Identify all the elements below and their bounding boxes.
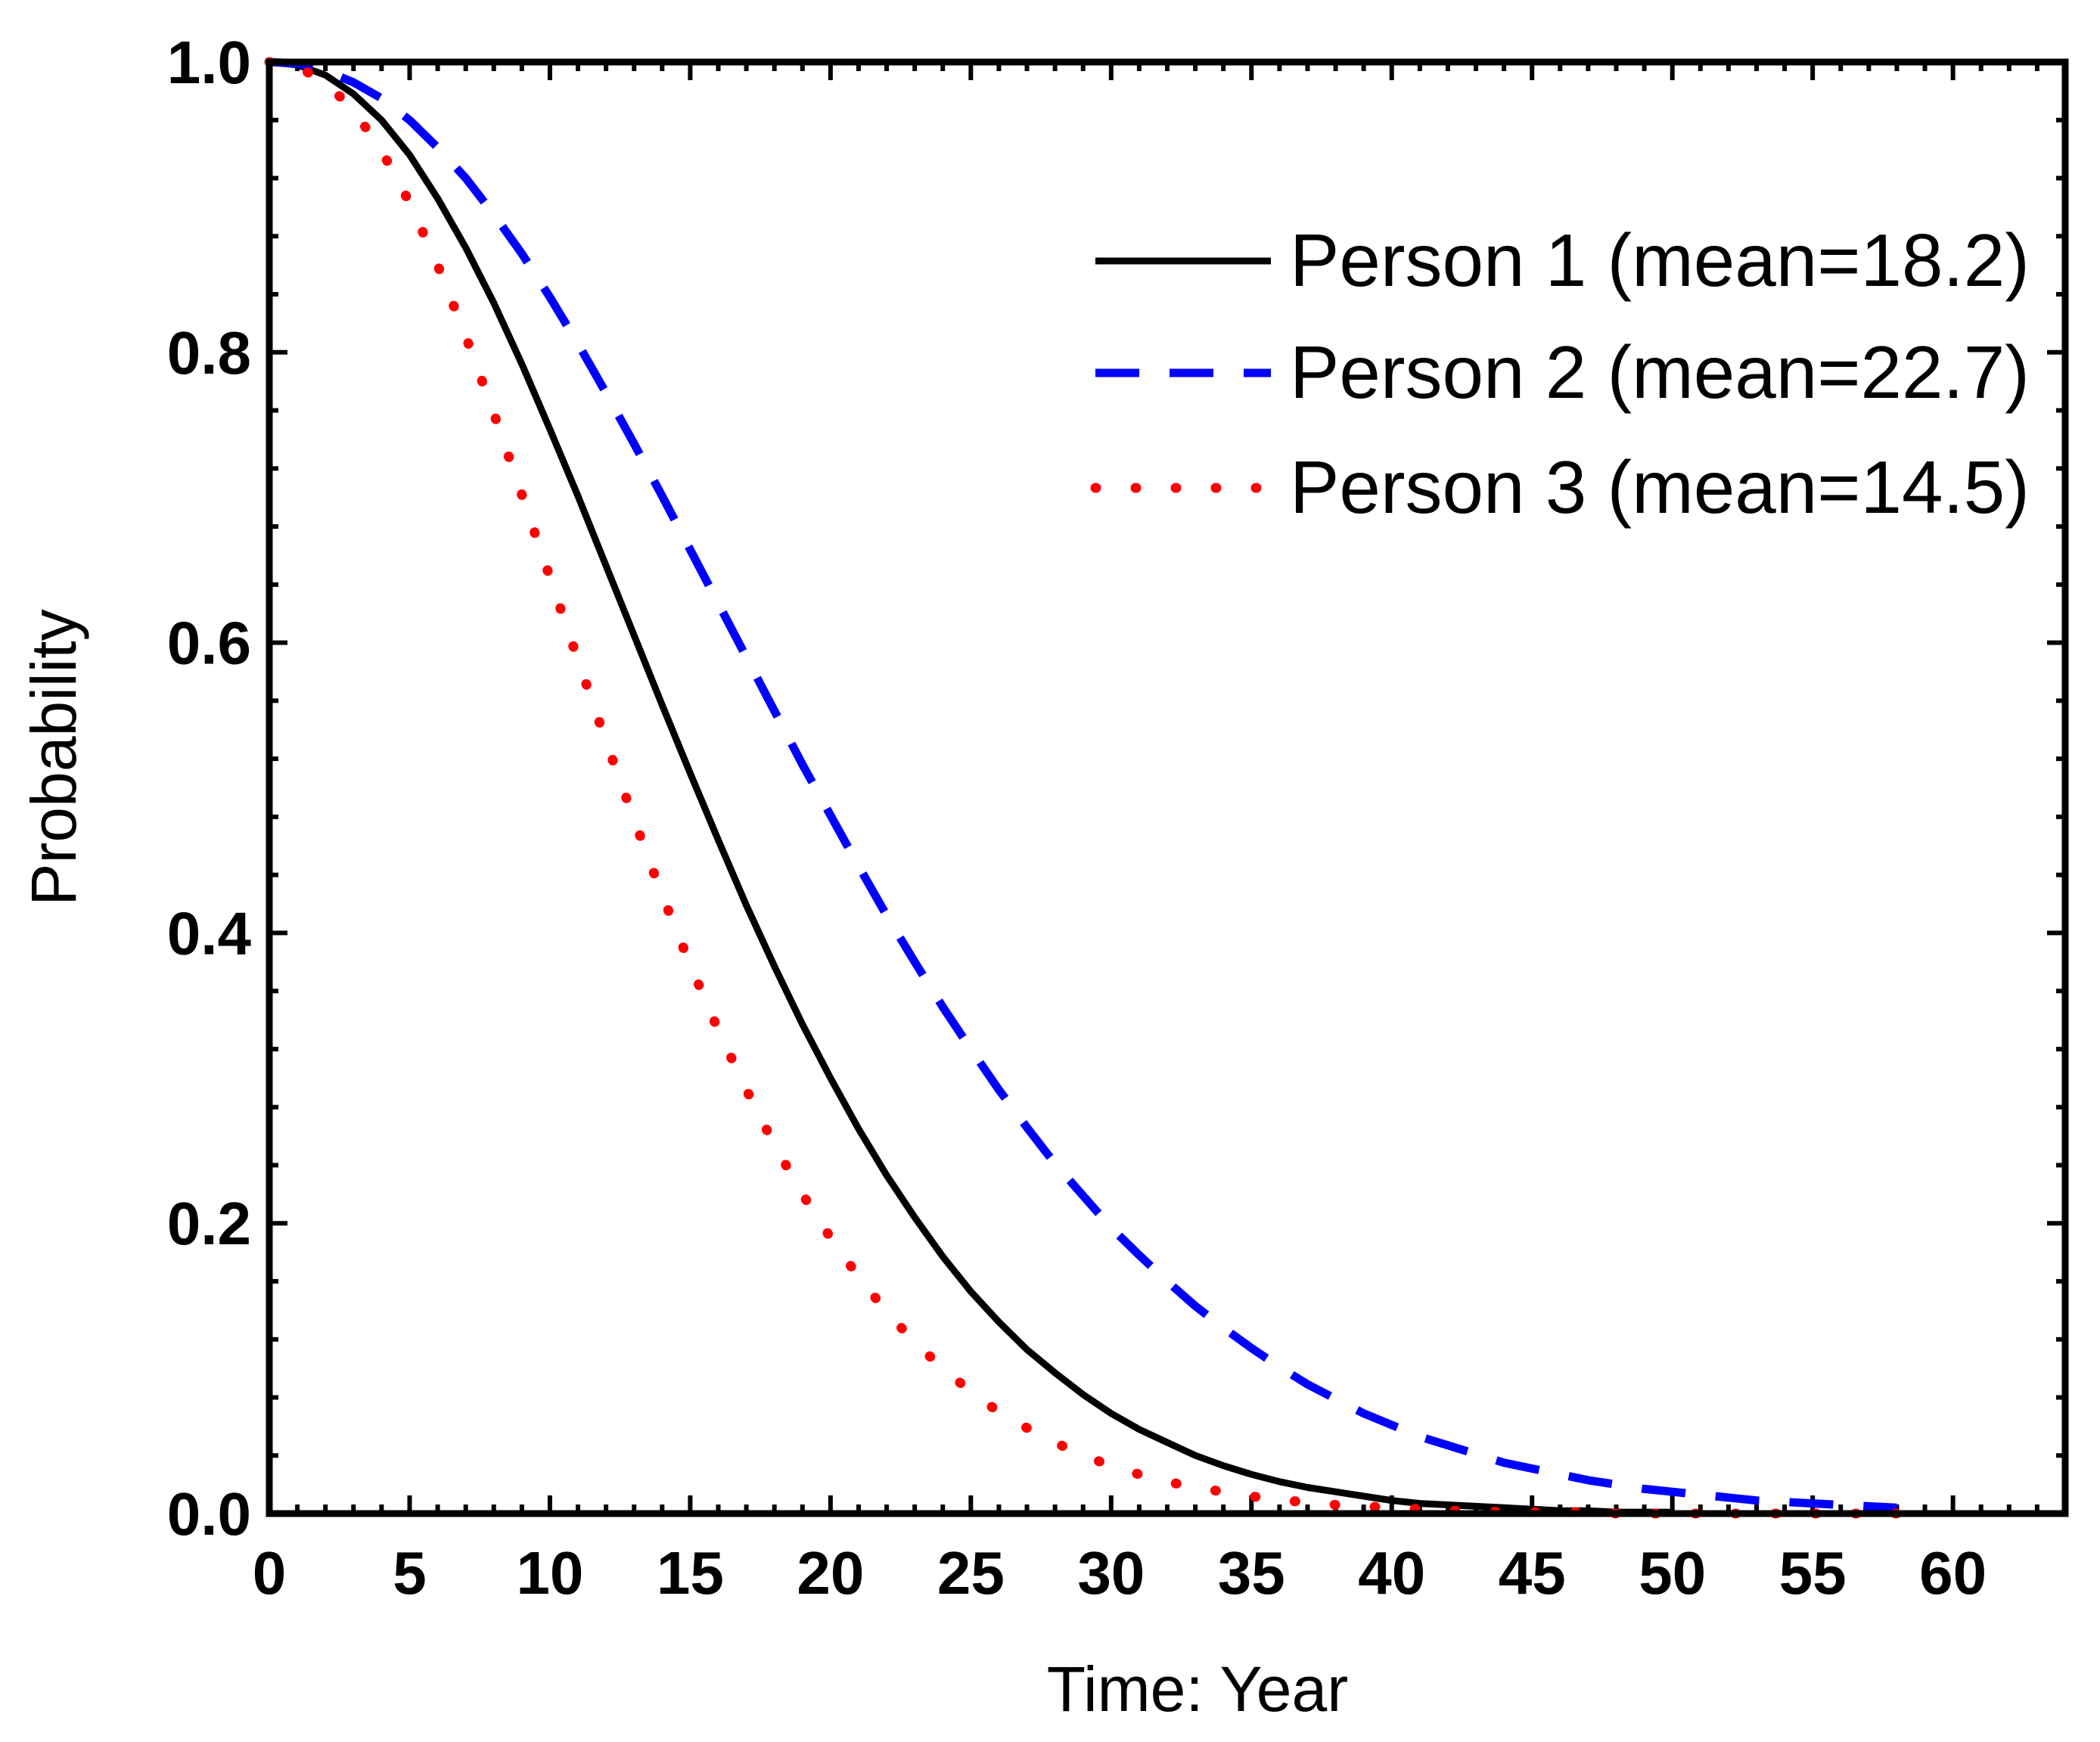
x-tick-label: 5 [393,1539,427,1607]
legend: Person 1 (mean=18.2) Person 2 (mean=22.7)… [1090,219,2030,529]
y-axis-title: Probability [18,609,89,905]
series-line-person-2 [269,57,1897,1512]
x-tick-label: 40 [1358,1539,1425,1607]
y-tick-label: 0.0 [167,1480,251,1548]
x-tick-label: 20 [797,1539,864,1607]
y-tick-label: 0.6 [167,610,251,677]
legend-label-person-2: Person 2 (mean=22.7) [1290,331,2030,414]
x-tick-label: 0 [253,1539,287,1607]
x-tick-label: 15 [657,1539,724,1607]
x-tick-label: 60 [1919,1539,1987,1607]
plot-frame [266,58,2069,1517]
x-tick-label: 25 [937,1539,1005,1607]
y-tick-label: 0.2 [167,1190,251,1257]
y-tick-label: 0.4 [167,899,252,967]
x-tick-label: 30 [1077,1539,1145,1607]
y-tick-label: 1.0 [167,29,251,96]
x-axis-title: Time: Year [1047,1654,1348,1725]
y-axis-tick-labels: 0.0 0.2 0.4 0.6 0.8 1.0 [167,29,252,1548]
legend-label-person-3: Person 3 (mean=14.5) [1290,446,2030,529]
y-tick-label: 0.8 [167,319,251,387]
series-line-person-1 [269,58,1673,1516]
series-lines [264,57,1902,1519]
x-tick-label: 10 [516,1539,583,1607]
x-tick-label: 35 [1218,1539,1285,1607]
x-tick-label: 45 [1499,1539,1566,1607]
x-axis-tick-labels: 0 5 10 15 20 25 30 35 40 45 50 55 60 [253,1539,1987,1607]
x-tick-label: 55 [1779,1539,1847,1607]
x-tick-label: 50 [1639,1539,1706,1607]
legend-label-person-1: Person 1 (mean=18.2) [1290,219,2030,302]
